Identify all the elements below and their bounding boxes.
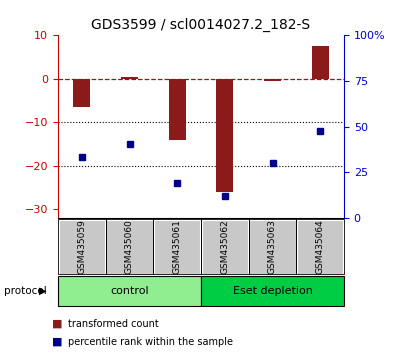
Text: GSM435060: GSM435060 [125,219,134,274]
Text: transformed count: transformed count [68,319,159,329]
Title: GDS3599 / scl0014027.2_182-S: GDS3599 / scl0014027.2_182-S [92,17,310,32]
Text: GSM435062: GSM435062 [220,219,229,274]
Bar [264,79,281,81]
Text: GSM435063: GSM435063 [268,219,277,274]
Text: ■: ■ [52,319,62,329]
Text: control: control [110,286,149,296]
Bar [169,79,186,139]
Bar [121,76,138,79]
Bar [312,46,328,79]
Text: GSM435064: GSM435064 [316,219,325,274]
Text: protocol: protocol [4,286,47,296]
Text: ▶: ▶ [39,286,47,296]
Text: GSM435059: GSM435059 [77,219,86,274]
Text: ■: ■ [52,337,62,347]
Bar [216,79,233,192]
Text: GSM435061: GSM435061 [173,219,182,274]
Bar [74,79,90,107]
Text: percentile rank within the sample: percentile rank within the sample [68,337,233,347]
Text: Eset depletion: Eset depletion [232,286,312,296]
